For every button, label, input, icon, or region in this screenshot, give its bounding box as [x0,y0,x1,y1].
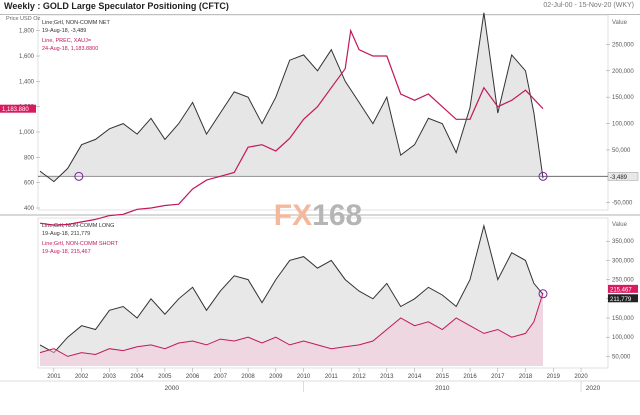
top-right-tick-label-0: 250,000 [612,42,634,48]
top-right-tick-label-2: 150,000 [612,95,634,101]
chart-header: Weekly : GOLD Large Speculator Positioni… [0,0,640,15]
bottom-short-area [40,292,544,366]
top-left-tick-label-7: 400 [24,206,35,212]
x-tick-label-2003: 2003 [103,374,117,380]
top-panel-frame [37,14,609,211]
top-right-tick-label-1: 200,000 [612,69,634,75]
chart-title: Weekly : GOLD Large Speculator Positioni… [4,1,229,11]
fx168-watermark: FX168 [274,199,362,232]
top-net-area [40,12,544,182]
x-tick-label-2016: 2016 [463,374,477,380]
x-tick-label-2018: 2018 [519,374,533,380]
decade-label-2010: 2010 [435,385,450,392]
x-tick-label-2010: 2010 [297,374,311,380]
bottom-short-line [39,292,544,357]
x-tick-label-2015: 2015 [436,374,450,380]
bottom-short-last-value-tag [608,284,638,293]
x-tick-label-2019: 2019 [547,374,561,380]
x-tick-label-2006: 2006 [186,374,200,380]
x-tick-label-2008: 2008 [241,374,255,380]
bottom-legend-series2: Line;Grtl, NON-COMM SHORT [42,241,119,247]
top-legend-series2: Line, PREC, XAUJ= [42,38,91,44]
x-tick-label-2001: 2001 [47,374,61,380]
x-tick-label-2017: 2017 [491,374,505,380]
top-end-marker [538,171,548,181]
top-left-last-value: 1,183.880 [2,107,29,113]
bottom-right-tick-label-2: 250,000 [612,278,634,284]
top-price-line [39,28,544,226]
top-left-axis-title: Price USD Oz [6,16,40,22]
top-left-last-value-tag [0,104,36,113]
watermark-fx: FX [274,199,312,232]
top-right-tick-label-3: 100,000 [612,122,634,128]
bottom-right-tick-label-4: 150,000 [612,316,634,322]
top-left-tick-label-5: 800 [24,155,35,161]
top-legend-series1: Line;Grtl, NON-COMM NET [42,20,110,26]
top-left-tick-label-1: 1,600 [19,54,35,60]
top-right-last-value-tag [607,172,639,181]
decade-label-2000: 2000 [165,385,180,392]
bottom-panel-frame [37,217,609,369]
top-legend-series2-value: 24-Aug-18, 1,183.8800 [42,46,98,52]
top-right-tick-label-6: -50,000 [612,201,633,207]
bottom-end-marker [538,289,548,299]
top-left-tick-label-6: 600 [24,181,35,187]
x-tick-label-2013: 2013 [380,374,394,380]
bottom-long-last-value: 211,779 [610,297,632,303]
watermark-168: 168 [312,199,362,232]
x-tick-label-2020: 2020 [574,374,588,380]
bottom-right-tick-label-0: 350,000 [612,239,634,245]
bottom-right-tick-label-1: 300,000 [612,258,634,264]
bottom-long-line [39,223,544,354]
top-start-marker [74,171,84,181]
x-tick-label-2012: 2012 [352,374,366,380]
bottom-right-axis-title: Value [612,222,628,228]
x-tick-label-2004: 2004 [130,374,144,380]
svg-text:FX168: FX168 [274,199,362,232]
bottom-right-tick-label-6: 50,000 [612,354,631,360]
decade-label-2020: 2020 [586,385,601,392]
top-left-tick-label-2: 1,400 [19,79,35,85]
bottom-legend-series2-value: 19-Aug-18, 215,467 [42,249,91,255]
top-right-tick-label-4: 50,000 [612,148,631,154]
top-left-tick-label-4: 1,000 [19,130,35,136]
bottom-legend-series1-value: 19-Aug-18, 211,779 [42,231,90,237]
x-tick-label-2005: 2005 [158,374,172,380]
bottom-long-last-value-tag [608,294,638,303]
top-left-tick-label-0: 1,800 [19,29,35,35]
x-tick-label-2011: 2011 [325,374,339,380]
x-tick-label-2009: 2009 [269,374,283,380]
top-legend-series1-value: 19-Aug-18, -3,489 [42,28,86,34]
top-right-last-value: -3,489 [610,175,628,181]
top-right-axis-title: Value [612,20,628,26]
bottom-right-tick-label-5: 100,000 [612,335,634,341]
bottom-legend-series1: Line;Grtl, NON-COMM LONG [42,223,114,229]
bottom-short-last-value: 215,467 [610,287,632,293]
x-tick-label-2007: 2007 [214,374,228,380]
x-tick-label-2002: 2002 [75,374,89,380]
date-range: 02-Jul-00 - 15-Nov-20 (WKY) [543,2,634,9]
x-tick-label-2014: 2014 [408,374,422,380]
top-net-line [39,12,544,183]
